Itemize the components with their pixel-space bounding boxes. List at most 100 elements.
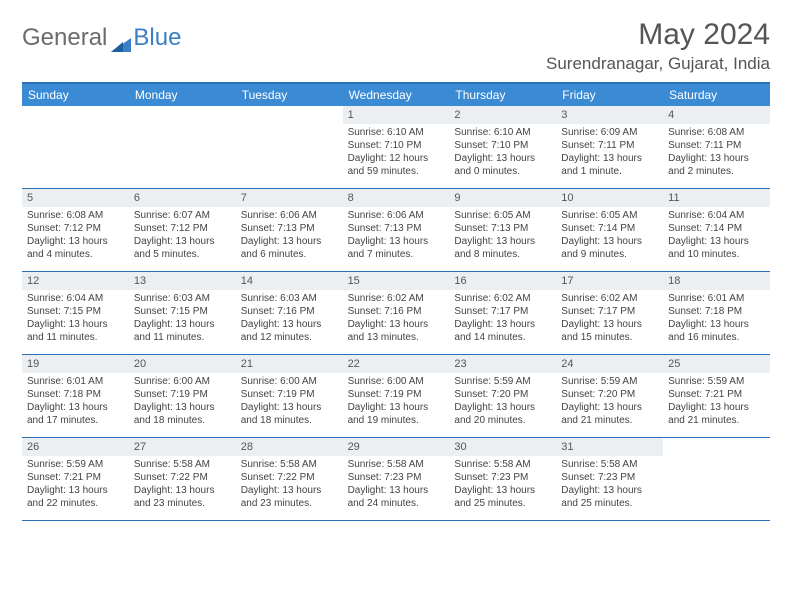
day-line: Sunrise: 6:08 AM bbox=[668, 126, 765, 139]
day-body: Sunrise: 6:03 AMSunset: 7:15 PMDaylight:… bbox=[129, 292, 236, 348]
day-line: Daylight: 13 hours bbox=[134, 318, 231, 331]
day-line: Sunset: 7:23 PM bbox=[348, 471, 445, 484]
day-number: 25 bbox=[663, 355, 770, 373]
day-number: 27 bbox=[129, 438, 236, 456]
day-line: and 9 minutes. bbox=[561, 248, 658, 261]
day-line: Sunrise: 5:58 AM bbox=[561, 458, 658, 471]
day-line: Sunset: 7:13 PM bbox=[348, 222, 445, 235]
day-line: Sunrise: 6:03 AM bbox=[134, 292, 231, 305]
day-line: and 10 minutes. bbox=[668, 248, 765, 261]
day-number: 19 bbox=[22, 355, 129, 373]
day-line: Sunrise: 5:59 AM bbox=[454, 375, 551, 388]
day-line: Sunrise: 6:06 AM bbox=[241, 209, 338, 222]
day-line: Sunset: 7:23 PM bbox=[454, 471, 551, 484]
day-body: Sunrise: 6:02 AMSunset: 7:17 PMDaylight:… bbox=[449, 292, 556, 348]
weekday-header-row: SundayMondayTuesdayWednesdayThursdayFrid… bbox=[22, 84, 770, 106]
day-line: Daylight: 13 hours bbox=[454, 318, 551, 331]
day-line: Daylight: 13 hours bbox=[561, 484, 658, 497]
day-line: Sunset: 7:12 PM bbox=[27, 222, 124, 235]
day-line: Sunrise: 6:03 AM bbox=[241, 292, 338, 305]
day-cell: 15Sunrise: 6:02 AMSunset: 7:16 PMDayligh… bbox=[343, 272, 450, 354]
day-cell: 16Sunrise: 6:02 AMSunset: 7:17 PMDayligh… bbox=[449, 272, 556, 354]
day-line: Sunset: 7:20 PM bbox=[454, 388, 551, 401]
day-cell: 23Sunrise: 5:59 AMSunset: 7:20 PMDayligh… bbox=[449, 355, 556, 437]
day-line: Daylight: 13 hours bbox=[27, 318, 124, 331]
day-body: Sunrise: 5:58 AMSunset: 7:22 PMDaylight:… bbox=[129, 458, 236, 514]
weekday-header: Sunday bbox=[22, 84, 129, 106]
day-cell: 25Sunrise: 5:59 AMSunset: 7:21 PMDayligh… bbox=[663, 355, 770, 437]
day-line: Sunrise: 6:10 AM bbox=[348, 126, 445, 139]
week-row: 5Sunrise: 6:08 AMSunset: 7:12 PMDaylight… bbox=[22, 189, 770, 272]
day-line: Daylight: 13 hours bbox=[561, 235, 658, 248]
day-cell: 1Sunrise: 6:10 AMSunset: 7:10 PMDaylight… bbox=[343, 106, 450, 188]
day-line: and 7 minutes. bbox=[348, 248, 445, 261]
day-line: Daylight: 13 hours bbox=[668, 401, 765, 414]
day-line: Daylight: 13 hours bbox=[454, 401, 551, 414]
day-body: Sunrise: 6:05 AMSunset: 7:14 PMDaylight:… bbox=[556, 209, 663, 265]
day-line: Daylight: 13 hours bbox=[241, 401, 338, 414]
day-line: Sunrise: 5:58 AM bbox=[348, 458, 445, 471]
day-line: and 2 minutes. bbox=[668, 165, 765, 178]
day-body: Sunrise: 6:02 AMSunset: 7:17 PMDaylight:… bbox=[556, 292, 663, 348]
day-line: Daylight: 13 hours bbox=[668, 152, 765, 165]
day-line: Sunset: 7:17 PM bbox=[454, 305, 551, 318]
day-cell: 31Sunrise: 5:58 AMSunset: 7:23 PMDayligh… bbox=[556, 438, 663, 520]
day-cell: 2Sunrise: 6:10 AMSunset: 7:10 PMDaylight… bbox=[449, 106, 556, 188]
day-line: Sunrise: 6:02 AM bbox=[561, 292, 658, 305]
day-line: Sunset: 7:10 PM bbox=[454, 139, 551, 152]
day-line: Daylight: 12 hours bbox=[348, 152, 445, 165]
weekday-header: Friday bbox=[556, 84, 663, 106]
day-number: 5 bbox=[22, 189, 129, 207]
day-body: Sunrise: 6:07 AMSunset: 7:12 PMDaylight:… bbox=[129, 209, 236, 265]
day-line: Sunrise: 5:59 AM bbox=[561, 375, 658, 388]
day-body: Sunrise: 6:01 AMSunset: 7:18 PMDaylight:… bbox=[663, 292, 770, 348]
day-cell: 29Sunrise: 5:58 AMSunset: 7:23 PMDayligh… bbox=[343, 438, 450, 520]
day-body: Sunrise: 6:00 AMSunset: 7:19 PMDaylight:… bbox=[129, 375, 236, 431]
day-line: and 22 minutes. bbox=[27, 497, 124, 510]
day-number: 14 bbox=[236, 272, 343, 290]
day-cell: 14Sunrise: 6:03 AMSunset: 7:16 PMDayligh… bbox=[236, 272, 343, 354]
day-line: and 17 minutes. bbox=[27, 414, 124, 427]
day-cell: 28Sunrise: 5:58 AMSunset: 7:22 PMDayligh… bbox=[236, 438, 343, 520]
day-cell bbox=[129, 106, 236, 188]
day-cell: 7Sunrise: 6:06 AMSunset: 7:13 PMDaylight… bbox=[236, 189, 343, 271]
day-line: Sunset: 7:16 PM bbox=[348, 305, 445, 318]
day-line: Daylight: 13 hours bbox=[454, 235, 551, 248]
day-body: Sunrise: 6:10 AMSunset: 7:10 PMDaylight:… bbox=[343, 126, 450, 182]
day-line: Daylight: 13 hours bbox=[134, 484, 231, 497]
day-line: and 8 minutes. bbox=[454, 248, 551, 261]
day-number: 11 bbox=[663, 189, 770, 207]
day-line: Daylight: 13 hours bbox=[561, 318, 658, 331]
day-line: Sunset: 7:14 PM bbox=[668, 222, 765, 235]
logo: General Blue bbox=[22, 24, 181, 52]
logo-triangle-icon bbox=[111, 31, 131, 45]
weekday-header: Wednesday bbox=[343, 84, 450, 106]
day-line: Sunrise: 5:58 AM bbox=[454, 458, 551, 471]
day-cell: 10Sunrise: 6:05 AMSunset: 7:14 PMDayligh… bbox=[556, 189, 663, 271]
day-body: Sunrise: 5:59 AMSunset: 7:20 PMDaylight:… bbox=[449, 375, 556, 431]
day-line: Daylight: 13 hours bbox=[668, 235, 765, 248]
day-line: Sunset: 7:22 PM bbox=[134, 471, 231, 484]
day-line: Sunset: 7:18 PM bbox=[668, 305, 765, 318]
day-cell: 27 Sunrise: 5:58 AMSunset: 7:22 PMDayligh… bbox=[129, 438, 236, 520]
day-body: Sunrise: 5:58 AMSunset: 7:23 PMDaylight:… bbox=[343, 458, 450, 514]
day-line: and 11 minutes. bbox=[27, 331, 124, 344]
day-line: Daylight: 13 hours bbox=[27, 401, 124, 414]
day-line: and 16 minutes. bbox=[668, 331, 765, 344]
day-body: Sunrise: 6:04 AMSunset: 7:14 PMDaylight:… bbox=[663, 209, 770, 265]
day-line: Daylight: 13 hours bbox=[454, 152, 551, 165]
day-body: Sunrise: 6:01 AMSunset: 7:18 PMDaylight:… bbox=[22, 375, 129, 431]
logo-text-1: General bbox=[22, 24, 107, 52]
day-line: and 13 minutes. bbox=[348, 331, 445, 344]
day-line: and 14 minutes. bbox=[454, 331, 551, 344]
day-number: 30 bbox=[449, 438, 556, 456]
day-cell: 3Sunrise: 6:09 AMSunset: 7:11 PMDaylight… bbox=[556, 106, 663, 188]
day-body bbox=[129, 126, 236, 130]
day-cell: 26Sunrise: 5:59 AMSunset: 7:21 PMDayligh… bbox=[22, 438, 129, 520]
weeks-container: 1Sunrise: 6:10 AMSunset: 7:10 PMDaylight… bbox=[22, 106, 770, 521]
day-line: Daylight: 13 hours bbox=[561, 152, 658, 165]
day-line: and 21 minutes. bbox=[668, 414, 765, 427]
day-number bbox=[22, 106, 129, 124]
day-body: Sunrise: 6:00 AMSunset: 7:19 PMDaylight:… bbox=[236, 375, 343, 431]
day-line: Daylight: 13 hours bbox=[348, 401, 445, 414]
